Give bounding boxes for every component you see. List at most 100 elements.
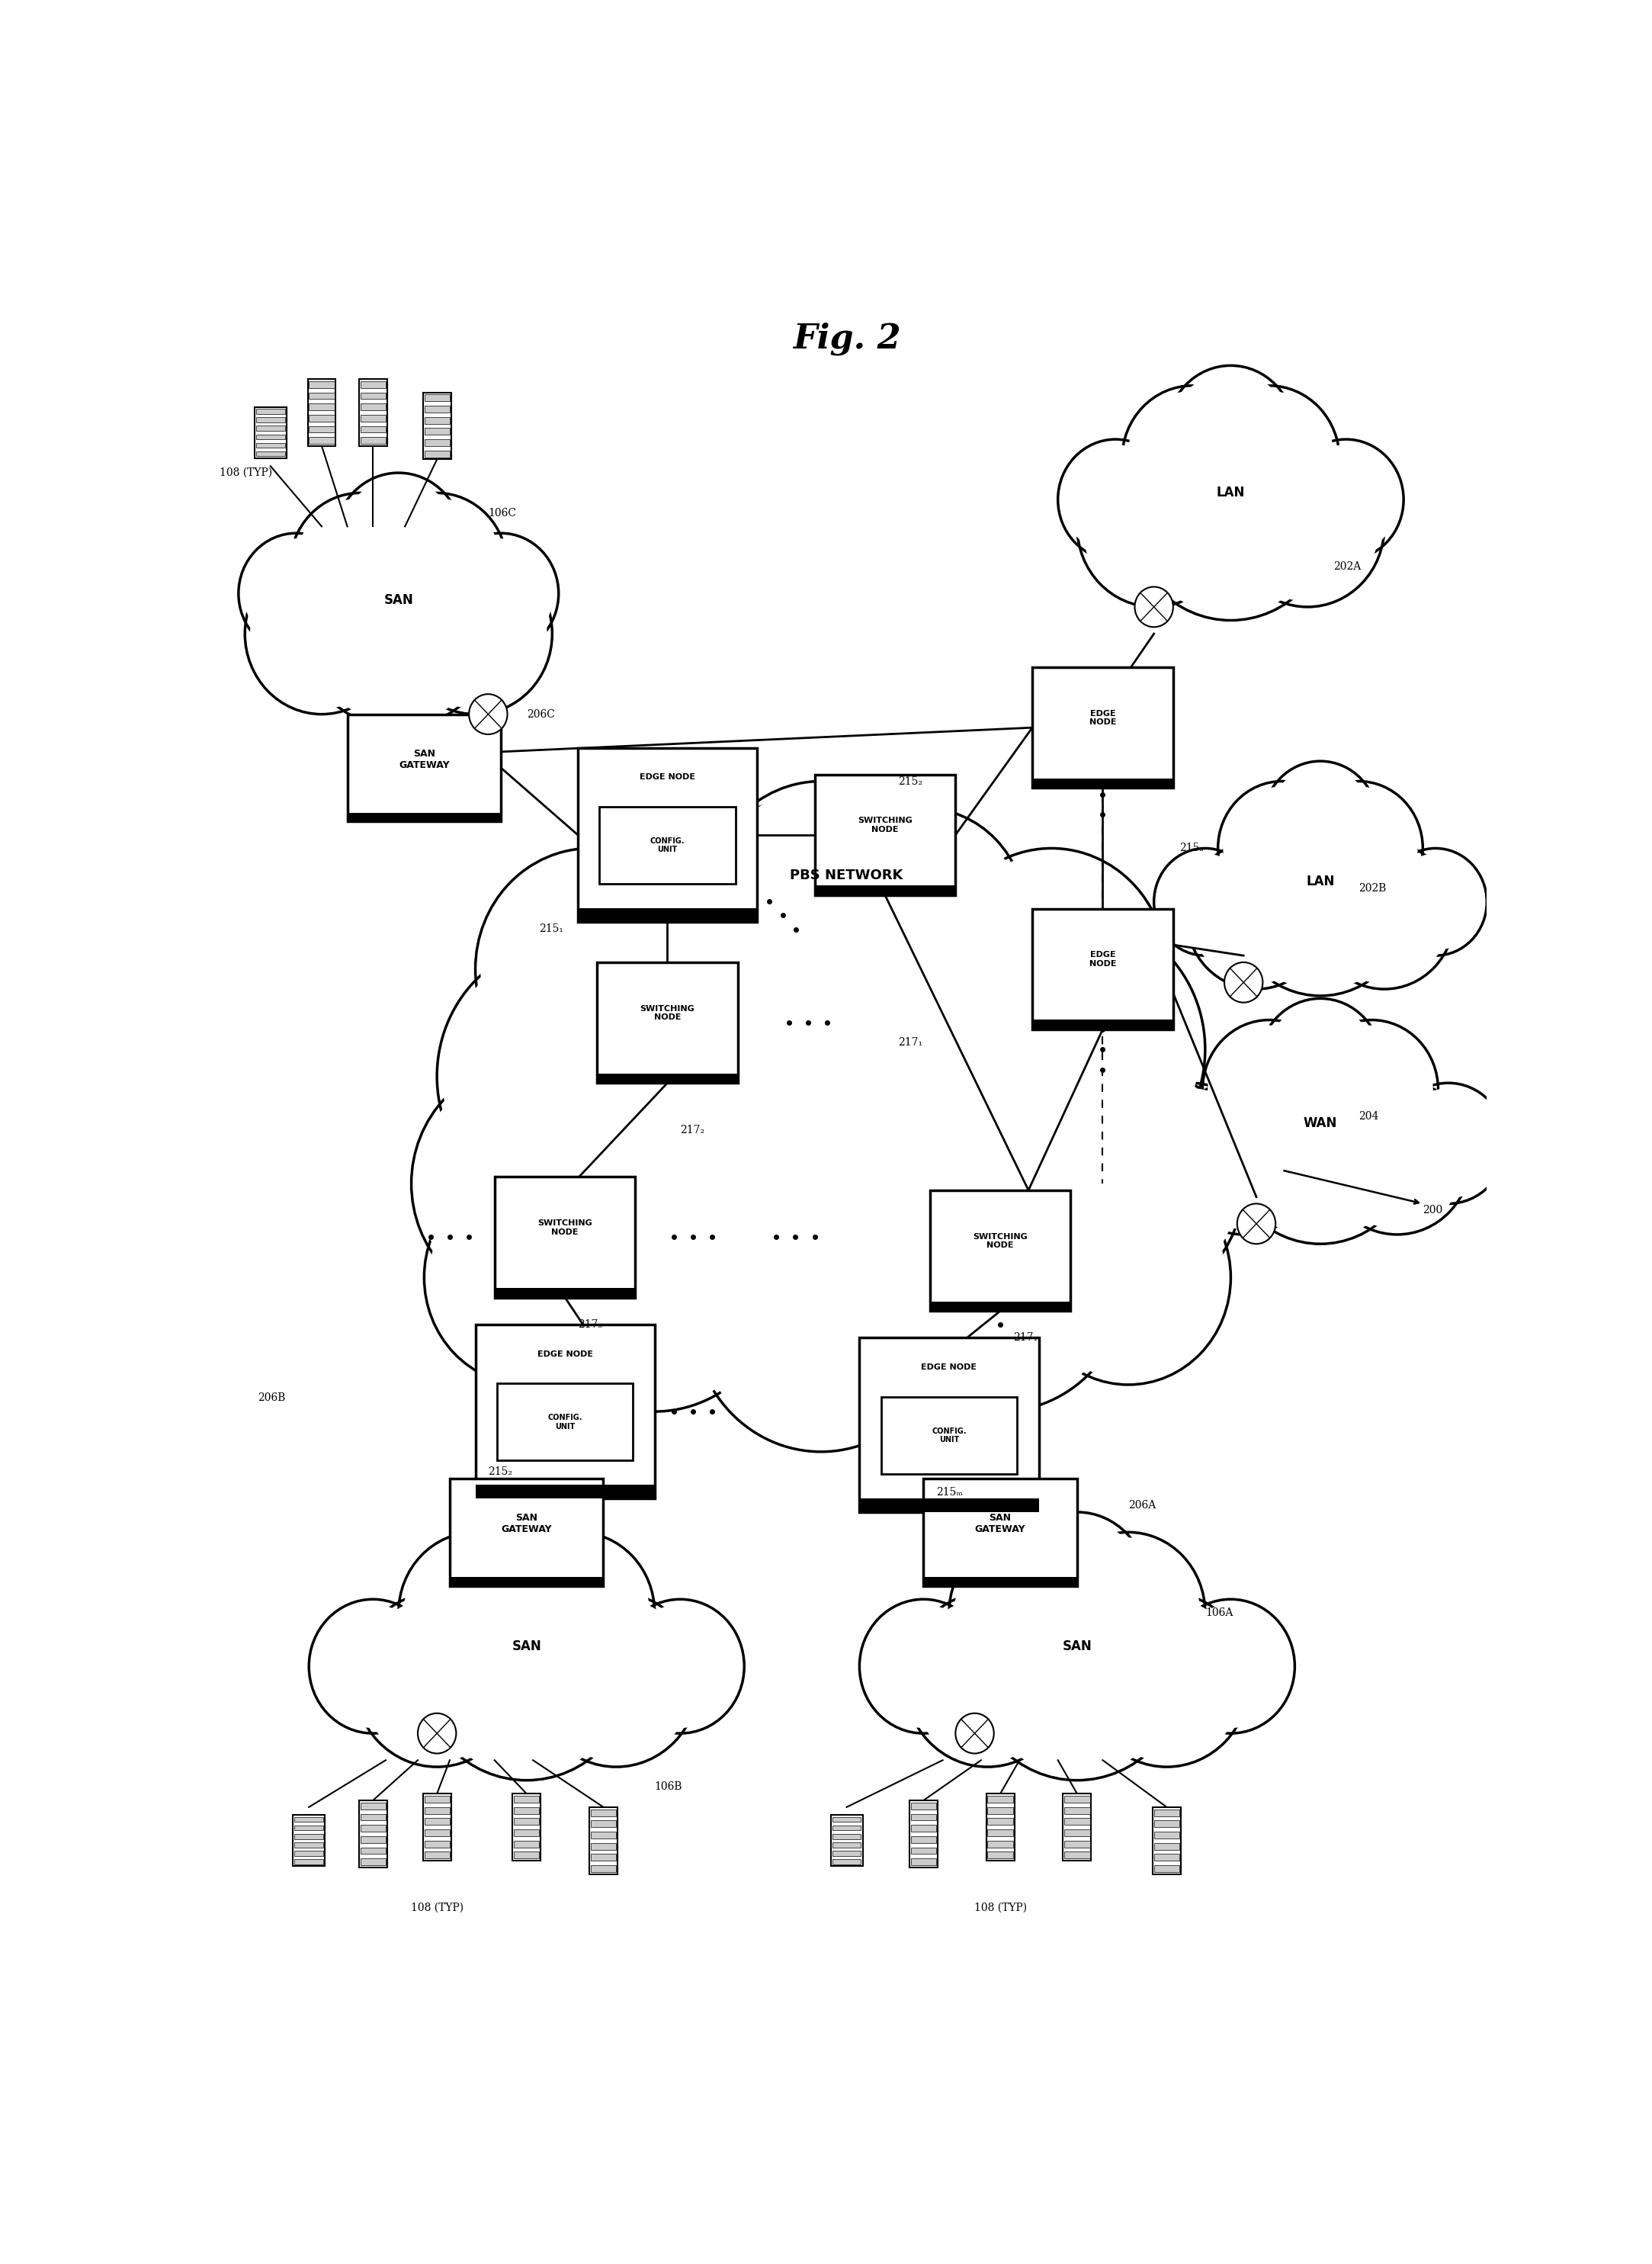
Circle shape [367, 494, 507, 641]
Text: 106B: 106B [654, 1782, 682, 1793]
Circle shape [654, 795, 988, 1143]
Text: 108 (TYP): 108 (TYP) [975, 1902, 1026, 1913]
Circle shape [1135, 586, 1173, 627]
Circle shape [494, 1003, 636, 1150]
Bar [923, 1578, 1077, 1585]
Bar [600, 806, 735, 883]
Circle shape [487, 1546, 565, 1626]
Bar [309, 380, 334, 387]
Circle shape [616, 1598, 743, 1734]
Bar [910, 1859, 937, 1866]
Text: EDGE
NODE: EDGE NODE [1089, 709, 1117, 727]
Text: 215₂: 215₂ [897, 777, 922, 786]
Bar [309, 392, 334, 398]
Bar [360, 1836, 385, 1843]
Bar [423, 1793, 451, 1861]
Circle shape [596, 867, 1046, 1338]
Circle shape [249, 559, 393, 709]
Circle shape [1305, 1021, 1439, 1159]
Circle shape [1018, 1603, 1137, 1730]
Bar [360, 1813, 385, 1820]
Circle shape [692, 1184, 948, 1451]
Bar [591, 1854, 616, 1861]
Circle shape [436, 942, 692, 1211]
Circle shape [1417, 1109, 1480, 1177]
Circle shape [1237, 1204, 1275, 1243]
Bar [294, 1816, 324, 1823]
Circle shape [570, 1632, 662, 1727]
Bar [814, 885, 955, 894]
Circle shape [1191, 847, 1322, 985]
Circle shape [1323, 1080, 1472, 1234]
Bar [294, 1834, 324, 1838]
Circle shape [334, 473, 463, 607]
Bar [497, 1383, 633, 1460]
Text: 217₁: 217₁ [1013, 1333, 1037, 1343]
Bar [347, 813, 501, 822]
Circle shape [1066, 1116, 1191, 1250]
Circle shape [534, 1592, 699, 1766]
Bar [360, 1847, 385, 1854]
Circle shape [337, 1630, 408, 1703]
Bar [449, 1578, 603, 1585]
Bar [512, 1793, 540, 1861]
Circle shape [902, 1039, 1099, 1247]
Circle shape [527, 1143, 783, 1410]
Circle shape [813, 867, 1085, 1152]
Circle shape [238, 534, 354, 654]
Bar [425, 394, 449, 401]
Bar [292, 1816, 325, 1866]
Circle shape [1203, 1114, 1284, 1200]
Bar [476, 1485, 654, 1499]
Bar [1032, 908, 1173, 1030]
Circle shape [1122, 385, 1262, 532]
Circle shape [694, 971, 948, 1236]
Bar [256, 426, 284, 430]
Bar [347, 713, 501, 822]
Text: CONFIG.
UNIT: CONFIG. UNIT [932, 1426, 966, 1444]
Bar [449, 1478, 603, 1585]
Circle shape [314, 1605, 431, 1727]
Circle shape [968, 1553, 1186, 1780]
Circle shape [443, 534, 558, 654]
Circle shape [456, 1512, 596, 1660]
Circle shape [616, 928, 770, 1091]
Text: 217₁: 217₁ [897, 1037, 922, 1048]
Circle shape [433, 1569, 517, 1657]
Circle shape [1408, 872, 1464, 931]
Circle shape [1039, 1546, 1115, 1626]
Bar [309, 403, 334, 410]
Circle shape [1396, 1089, 1502, 1198]
Circle shape [1236, 451, 1379, 602]
Circle shape [279, 589, 363, 677]
Text: EDGE NODE: EDGE NODE [537, 1349, 593, 1358]
Circle shape [705, 781, 937, 1023]
Circle shape [463, 1116, 590, 1250]
Circle shape [398, 552, 552, 713]
Circle shape [506, 1537, 649, 1687]
Circle shape [1112, 482, 1196, 571]
Circle shape [1127, 392, 1257, 528]
Text: 215₁: 215₁ [539, 924, 563, 935]
Circle shape [296, 514, 501, 727]
Bar [1155, 1854, 1180, 1861]
Bar [814, 774, 955, 894]
Bar [307, 378, 335, 446]
Bar [590, 1807, 618, 1875]
Circle shape [585, 1204, 725, 1352]
Text: EDGE NODE: EDGE NODE [639, 774, 695, 781]
Bar [1155, 1866, 1180, 1872]
Circle shape [1031, 1175, 1226, 1379]
Text: WAN: WAN [1303, 1116, 1336, 1130]
Bar [425, 1795, 449, 1802]
Text: SAN
GATEWAY: SAN GATEWAY [398, 749, 449, 770]
Circle shape [1175, 1084, 1313, 1229]
Bar [514, 1795, 539, 1802]
Text: SWITCHING
NODE: SWITCHING NODE [537, 1220, 593, 1236]
Circle shape [1166, 1598, 1295, 1734]
Text: 202B: 202B [1358, 883, 1386, 894]
Bar [360, 403, 385, 410]
Bar [988, 1795, 1013, 1802]
Circle shape [423, 1558, 631, 1775]
Circle shape [710, 786, 932, 1017]
